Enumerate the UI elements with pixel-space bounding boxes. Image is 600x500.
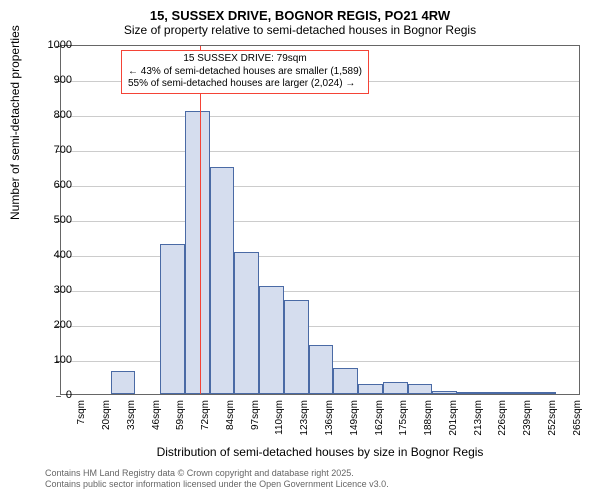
histogram-bar [210,167,235,395]
x-tick-label: 162sqm [374,400,385,450]
plot-area: 15 SUSSEX DRIVE: 79sqm← 43% of semi-deta… [60,45,580,395]
y-tick-label: 200 [32,319,72,331]
gridline [61,326,579,327]
y-tick-label: 700 [32,144,72,156]
x-tick-label: 226sqm [497,400,508,450]
histogram-bar [408,384,433,395]
histogram-bar [482,392,507,394]
y-tick-label: 100 [32,354,72,366]
footer-line-1: Contains HM Land Registry data © Crown c… [45,468,389,479]
title-main: 15, SUSSEX DRIVE, BOGNOR REGIS, PO21 4RW [0,8,600,23]
x-tick-label: 188sqm [423,400,434,450]
histogram-bar [383,382,408,394]
annotation-line: ← 43% of semi-detached houses are smalle… [128,66,362,79]
x-tick-label: 265sqm [572,400,583,450]
footer-line-2: Contains public sector information licen… [45,479,389,490]
annotation-line: 15 SUSSEX DRIVE: 79sqm [128,53,362,66]
annotation-box: 15 SUSSEX DRIVE: 79sqm← 43% of semi-deta… [121,50,369,94]
gridline [61,116,579,117]
histogram-bar [309,345,334,394]
y-tick-label: 300 [32,284,72,296]
chart-container: 15, SUSSEX DRIVE, BOGNOR REGIS, PO21 4RW… [0,8,600,37]
y-tick-label: 400 [32,249,72,261]
annotation-line: 55% of semi-detached houses are larger (… [128,78,362,91]
title-block: 15, SUSSEX DRIVE, BOGNOR REGIS, PO21 4RW… [0,8,600,37]
footer: Contains HM Land Registry data © Crown c… [45,468,389,490]
title-sub: Size of property relative to semi-detach… [0,23,600,37]
gridline [61,291,579,292]
y-tick-label: 1000 [32,39,72,51]
histogram-bar [432,391,457,395]
histogram-bar [333,368,358,394]
x-tick-label: 46sqm [151,400,162,450]
histogram-bar [234,252,259,394]
x-tick-label: 72sqm [200,400,211,450]
y-axis-label: Number of semi-detached properties [8,25,22,220]
y-tick-label: 500 [32,214,72,226]
histogram-bar [358,384,383,395]
x-tick-label: 33sqm [126,400,137,450]
x-tick-label: 175sqm [398,400,409,450]
histogram-bar [111,371,136,394]
y-tick-label: 0 [32,389,72,401]
histogram-bar [531,392,556,394]
x-tick-label: 252sqm [547,400,558,450]
x-axis-label: Distribution of semi-detached houses by … [60,445,580,459]
y-tick-label: 800 [32,109,72,121]
gridline [61,221,579,222]
histogram-bar [185,111,210,395]
y-tick-label: 600 [32,179,72,191]
histogram-bar [160,244,185,395]
x-tick-label: 239sqm [522,400,533,450]
histogram-bar [259,286,284,395]
x-tick-label: 123sqm [299,400,310,450]
x-tick-label: 59sqm [175,400,186,450]
gridline [61,151,579,152]
x-tick-label: 20sqm [101,400,112,450]
gridline [61,256,579,257]
x-tick-label: 7sqm [76,400,87,450]
marker-line [200,46,201,394]
x-tick-label: 84sqm [225,400,236,450]
x-tick-label: 136sqm [324,400,335,450]
x-tick-label: 110sqm [274,400,285,450]
x-tick-label: 97sqm [250,400,261,450]
x-tick-label: 213sqm [473,400,484,450]
y-tick-label: 900 [32,74,72,86]
x-tick-label: 149sqm [349,400,360,450]
histogram-bar [507,392,532,394]
gridline [61,186,579,187]
histogram-bar [284,300,309,395]
histogram-bar [457,392,482,394]
x-tick-label: 201sqm [448,400,459,450]
